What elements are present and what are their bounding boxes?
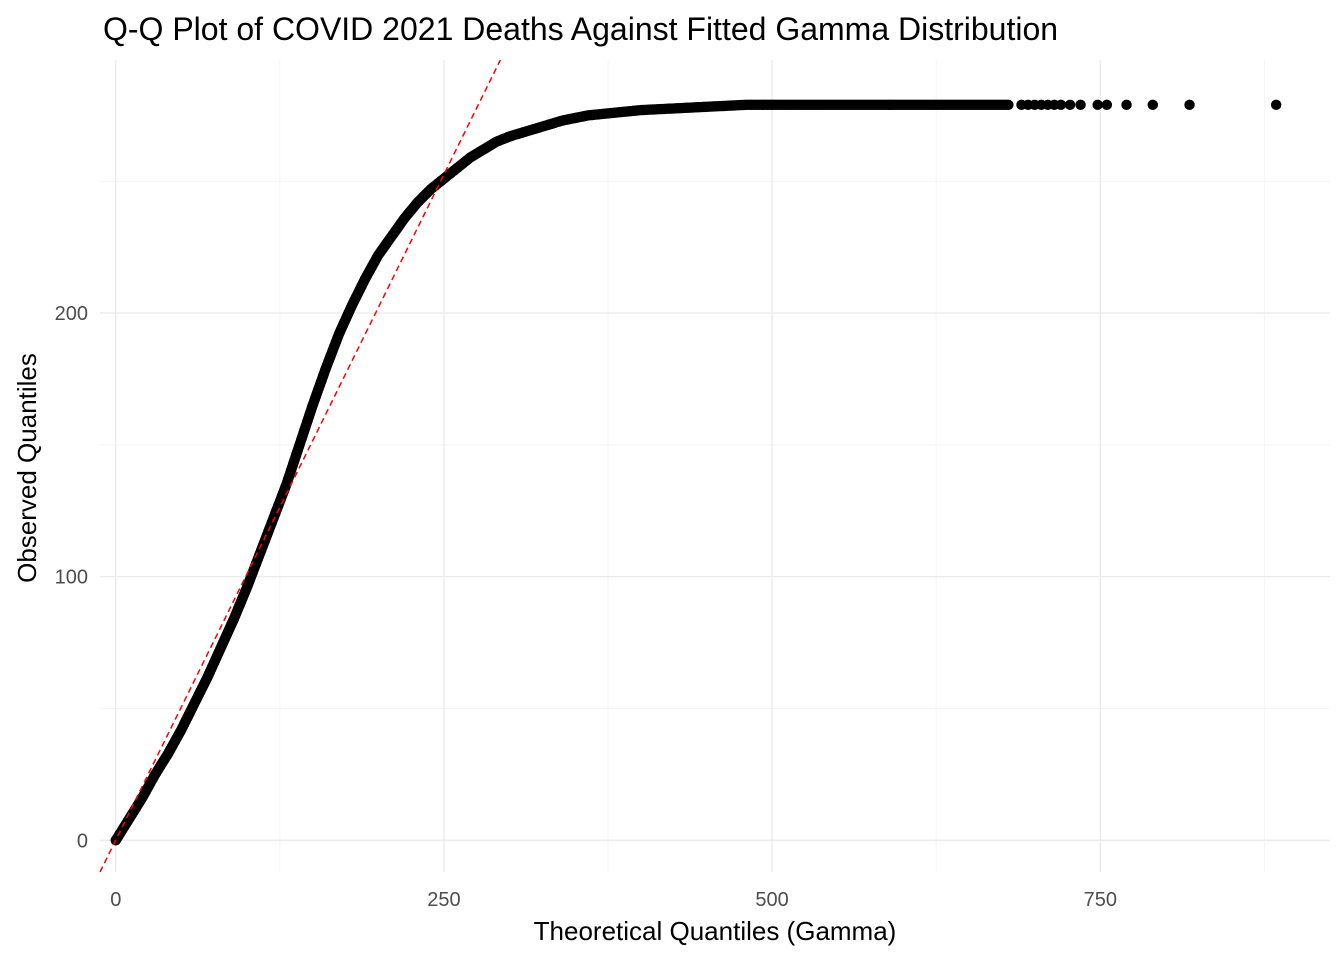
qq-point	[1121, 99, 1132, 111]
x-tick-label: 500	[755, 889, 788, 911]
y-tick-label: 100	[55, 567, 88, 589]
y-axis-title: Observed Quantiles	[12, 353, 42, 583]
y-tick-label: 0	[77, 830, 88, 852]
qq-point	[1075, 99, 1086, 111]
qq-point	[1101, 99, 1113, 111]
x-tick-label: 250	[427, 889, 460, 911]
qq-point	[1092, 99, 1103, 111]
qq-point	[1064, 99, 1076, 111]
tick-label-layer: 0 250 500 750 0 100 200	[55, 303, 1117, 911]
y-tick-label: 200	[55, 303, 88, 325]
qq-point	[1270, 99, 1282, 111]
reference-line	[99, 59, 502, 873]
x-axis-title: Theoretical Quantiles (Gamma)	[534, 916, 897, 946]
qq-point	[1147, 99, 1158, 111]
chart-title: Q-Q Plot of COVID 2021 Deaths Against Fi…	[103, 11, 1058, 47]
qq-point	[1184, 99, 1195, 111]
qq-point	[1003, 99, 1014, 111]
points-layer	[110, 99, 1282, 846]
reference-line-layer	[99, 59, 502, 873]
qq-point	[1055, 99, 1067, 111]
x-tick-label: 0	[110, 889, 121, 911]
grid-layer	[100, 60, 1330, 872]
x-tick-label: 750	[1084, 889, 1117, 911]
